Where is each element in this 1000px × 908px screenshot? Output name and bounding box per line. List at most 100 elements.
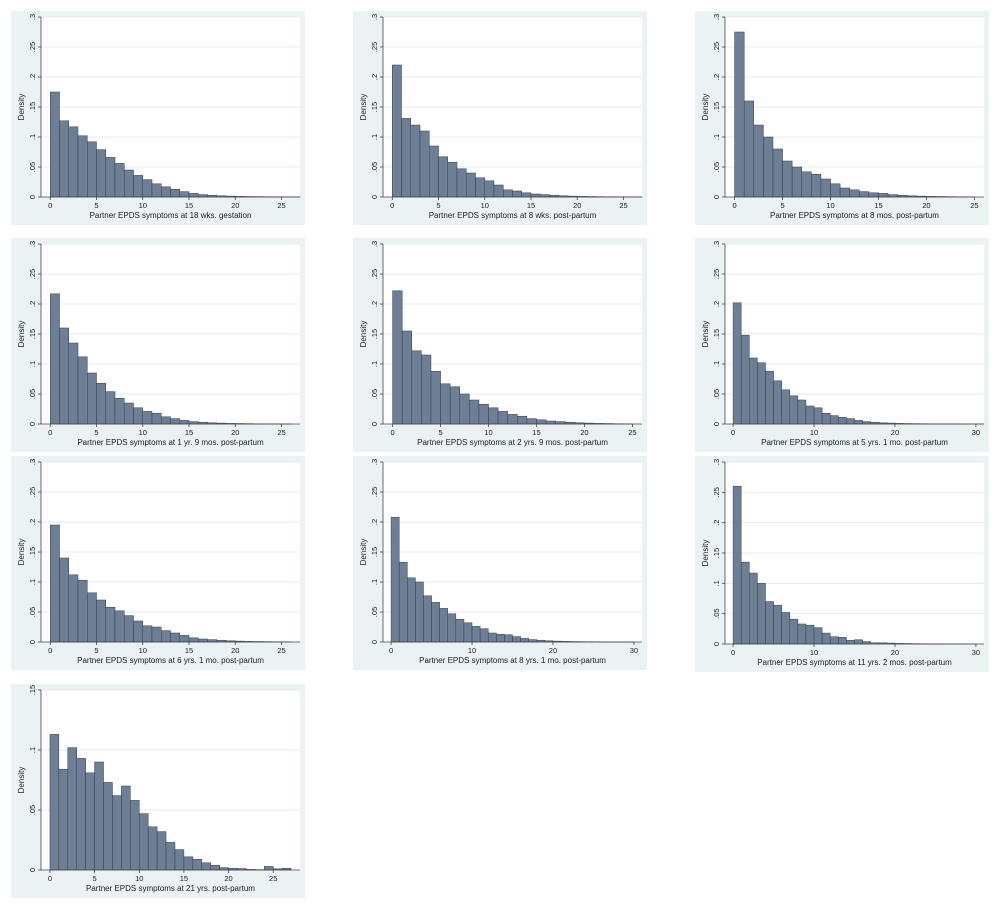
x-tick-label: 25 (277, 428, 285, 437)
histogram-bar (512, 636, 521, 643)
x-tick-label: 25 (970, 201, 978, 210)
histogram-bar (142, 625, 153, 643)
x-tick-label: 10 (468, 646, 476, 655)
histogram-bar (849, 189, 860, 198)
histogram-bar (838, 417, 847, 425)
histogram-bar (447, 613, 457, 643)
y-tick-label: .3 (370, 241, 379, 247)
histogram-bar (430, 370, 441, 425)
histogram-bar (740, 334, 750, 425)
y-tick-label: .3 (370, 14, 379, 20)
histogram-bar (447, 161, 458, 198)
x-axis-title: Partner EPDS symptoms at 2 yrs. 9 mos. p… (417, 438, 608, 447)
histogram-svg: 0 .05 .1 .15 .2 .25 .3 0 5 10 15 20 25 Density Partner… (11, 11, 305, 225)
histogram-bar (479, 628, 489, 643)
histogram-bar (459, 393, 470, 425)
x-tick-label: 10 (139, 646, 147, 655)
histogram-bar (114, 163, 125, 198)
y-tick-label: .2 (370, 301, 379, 307)
y-tick-label: .1 (370, 134, 379, 140)
histogram-bar (188, 193, 199, 198)
histogram-bar (838, 637, 847, 645)
histogram-bar (797, 399, 807, 425)
y-tick-label: .2 (370, 74, 379, 80)
histogram-svg: 0 .05 .1 .15 .2 .25 .3 0 10 20 30 Density Partner EP… (353, 456, 647, 670)
histogram-bar (76, 758, 86, 871)
histogram-panel-6: 0 .05 .1 .15 .2 .25 .3 0 10 20 30 Density Partner EP… (695, 238, 989, 452)
x-axis-title: Partner EPDS symptoms at 8 mos. post-par… (770, 211, 939, 220)
y-tick-label: .05 (28, 607, 37, 617)
histogram-bar (521, 192, 532, 198)
x-tick-label: 5 (93, 874, 97, 883)
x-tick-label: 5 (438, 428, 442, 437)
y-tick-label: .25 (712, 42, 721, 52)
histogram-bar (732, 486, 742, 645)
histogram-bar (545, 420, 556, 425)
y-tick-label: .3 (712, 14, 721, 20)
x-tick-label: 0 (48, 874, 52, 883)
x-tick-label: 10 (139, 201, 147, 210)
histogram-bar (839, 187, 850, 198)
histogram-bar (77, 135, 88, 198)
y-tick-label: 0 (712, 642, 721, 646)
histogram-bar (179, 635, 190, 643)
histogram-svg: 0 .05 .1 .15 .2 .25 .3 0 5 10 15 20 25 Density Partner… (353, 238, 647, 452)
histogram-bar (103, 782, 113, 871)
x-axis-title: Partner EPDS symptoms at 18 wks. gestati… (90, 211, 252, 220)
histogram-svg: 0 .05 .1 .15 .2 .25 .3 0 10 20 30 Density Partner EP… (695, 456, 989, 672)
x-tick-label: 25 (277, 201, 285, 210)
y-axis-title: Density (17, 539, 26, 566)
y-tick-label: .15 (28, 329, 37, 339)
x-tick-label: 0 (733, 201, 737, 210)
y-axis-title: Density (17, 767, 26, 794)
y-tick-label: .05 (712, 608, 721, 618)
y-tick-label: .1 (370, 579, 379, 585)
histogram-bar (133, 175, 143, 198)
y-tick-label: .3 (28, 14, 37, 20)
histogram-bar (734, 31, 745, 198)
histogram-bar (392, 290, 403, 425)
histogram-bar (475, 177, 485, 198)
y-tick-label: .05 (370, 389, 379, 399)
y-tick-label: .15 (712, 329, 721, 339)
histogram-bar (410, 124, 421, 198)
histogram-bar (854, 639, 863, 645)
histogram-bar (174, 849, 185, 871)
histogram-bar (757, 362, 766, 425)
y-tick-label: .05 (28, 162, 37, 172)
histogram-bar (466, 172, 476, 198)
histogram-bar (773, 380, 782, 425)
y-tick-label: .15 (712, 548, 721, 558)
histogram-bar (743, 100, 755, 198)
y-tick-label: .1 (712, 580, 721, 586)
histogram-bar (415, 581, 424, 643)
y-tick-label: .05 (28, 389, 37, 399)
y-tick-label: .25 (370, 269, 379, 279)
histogram-bar (781, 612, 790, 645)
histogram-bar (497, 411, 508, 425)
x-tick-label: 0 (390, 201, 394, 210)
y-tick-label: .25 (370, 42, 379, 52)
histogram-bar (455, 618, 465, 643)
histogram-bar (201, 862, 211, 871)
histogram-bar (105, 157, 116, 198)
y-tick-label: 0 (370, 195, 379, 199)
histogram-bar (112, 795, 122, 871)
histogram-bar (749, 357, 758, 425)
x-tick-label: 20 (224, 874, 232, 883)
x-tick-label: 5 (94, 428, 98, 437)
histogram-bar (401, 330, 413, 425)
x-tick-label: 0 (48, 201, 52, 210)
histogram-bar (105, 391, 116, 425)
histogram-bar (789, 618, 799, 645)
x-tick-label: 15 (185, 646, 193, 655)
histogram-bar (821, 632, 831, 645)
histogram-bar (829, 636, 839, 645)
histogram-panel-7: 0 .05 .1 .15 .2 .25 .3 0 5 10 15 20 25 Density Partner… (11, 456, 305, 670)
x-tick-label: 15 (532, 428, 540, 437)
x-tick-label: 15 (185, 428, 193, 437)
histogram-panel-2: 0 .05 .1 .15 .2 .25 .3 0 5 10 15 20 25 Density Partner… (353, 11, 647, 225)
histogram-bar (530, 193, 541, 198)
histogram-svg: 0 .05 .1 .15 .2 .25 .3 0 5 10 15 20 25 Density Partner… (695, 11, 989, 225)
x-axis-title: Partner EPDS symptoms at 6 yrs. 1 mo. po… (77, 656, 264, 665)
